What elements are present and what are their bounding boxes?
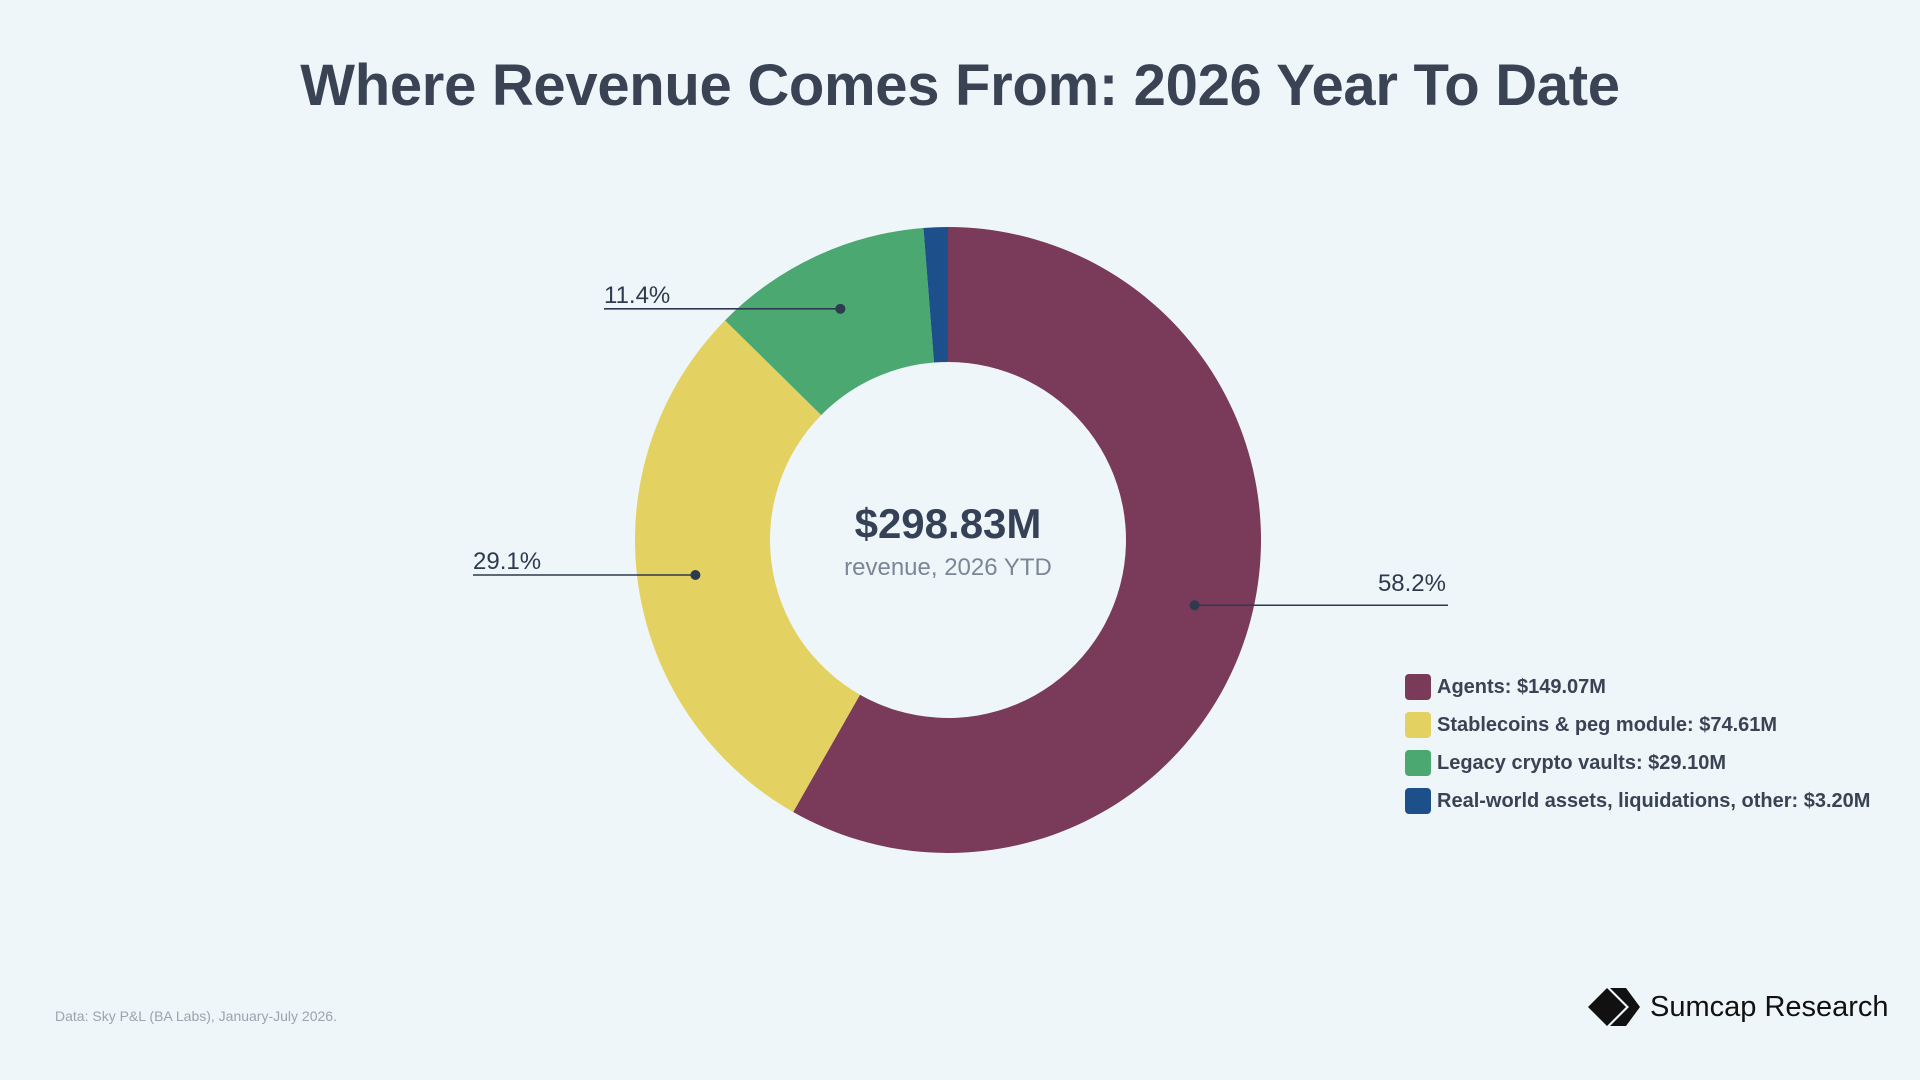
donut-slice-real-world-assets-liquidations-other xyxy=(923,227,948,363)
legend-swatch xyxy=(1405,788,1431,814)
percent-label: 29.1% xyxy=(473,548,541,575)
leader-dot xyxy=(690,570,701,581)
donut-slice-legacy-crypto-vaults xyxy=(725,227,935,416)
legend-swatch xyxy=(1405,674,1431,700)
brand: Sumcap Research xyxy=(1588,988,1889,1026)
legend-swatch xyxy=(1405,712,1431,738)
donut-slice-stablecoins-peg-module xyxy=(634,320,860,813)
legend-item-stablecoins: Stablecoins & peg module: $74.61M xyxy=(1405,706,1870,744)
percent-label: 58.2% xyxy=(1378,570,1446,597)
percent-label: 11.4% xyxy=(604,282,670,309)
legend-item-agents: Agents: $149.07M xyxy=(1405,668,1870,706)
leader-dot xyxy=(1189,600,1200,611)
chart-title: Where Revenue Comes From: 2026 Year To D… xyxy=(300,53,1620,118)
leader-dot xyxy=(835,303,846,314)
legend-item-legacy-vaults: Legacy crypto vaults: $29.10M xyxy=(1405,744,1870,782)
diamond-arrow-logo-icon xyxy=(1588,988,1640,1026)
legend-swatch xyxy=(1405,750,1431,776)
legend-label: Legacy crypto vaults: $29.10M xyxy=(1437,751,1727,774)
legend-label: Stablecoins & peg module: $74.61M xyxy=(1437,713,1778,736)
chart-legend: Agents: $149.07M Stablecoins & peg modul… xyxy=(1405,668,1870,820)
legend-item-rwa: Real-world assets, liquidations, other: … xyxy=(1405,782,1870,820)
data-source-footnote: Data: Sky P&L (BA Labs), January-July 20… xyxy=(55,1008,337,1024)
legend-label: Real-world assets, liquidations, other: … xyxy=(1437,789,1871,812)
brand-name: Sumcap Research xyxy=(1650,990,1889,1023)
legend-label: Agents: $149.07M xyxy=(1437,675,1606,698)
total-revenue-label: revenue, 2026 YTD xyxy=(844,554,1052,581)
total-revenue-value: $298.83M xyxy=(854,500,1042,547)
donut-slice-agents xyxy=(793,227,1261,854)
